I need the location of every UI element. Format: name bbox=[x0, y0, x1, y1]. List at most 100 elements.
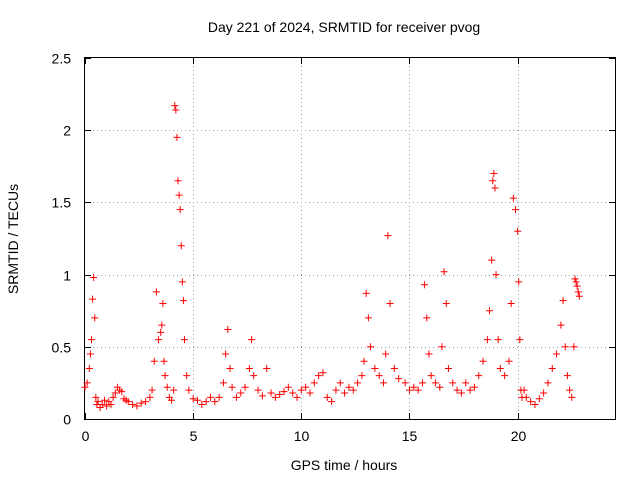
data-point bbox=[306, 389, 314, 397]
data-point bbox=[527, 398, 535, 406]
data-point bbox=[574, 288, 582, 296]
data-point bbox=[152, 288, 160, 296]
data-points bbox=[81, 102, 583, 411]
data-point bbox=[561, 343, 569, 351]
data-point bbox=[492, 271, 500, 279]
data-point bbox=[83, 379, 91, 387]
data-point bbox=[516, 336, 524, 344]
data-point bbox=[427, 372, 435, 380]
data-point bbox=[109, 393, 117, 401]
data-point bbox=[540, 389, 548, 397]
data-point bbox=[129, 401, 137, 409]
y-tick-label: 0 bbox=[63, 412, 71, 428]
data-point bbox=[501, 372, 509, 380]
data-point bbox=[575, 292, 583, 300]
data-point bbox=[118, 388, 126, 396]
data-point bbox=[442, 299, 450, 307]
data-point bbox=[548, 364, 556, 372]
data-point bbox=[160, 357, 168, 365]
data-point bbox=[94, 398, 102, 406]
x-tick-label: 10 bbox=[294, 428, 310, 444]
data-point bbox=[341, 389, 349, 397]
data-point bbox=[267, 389, 275, 397]
data-point bbox=[494, 336, 502, 344]
data-point bbox=[566, 386, 574, 394]
data-point bbox=[515, 278, 523, 286]
data-point bbox=[183, 372, 191, 380]
data-point bbox=[491, 184, 499, 192]
y-axis-ticks: 0 0.5 1 1.5 2 2.5 bbox=[52, 51, 615, 428]
data-point bbox=[159, 299, 167, 307]
data-point bbox=[522, 393, 530, 401]
data-point bbox=[245, 364, 253, 372]
data-point bbox=[181, 336, 189, 344]
data-point bbox=[107, 401, 115, 409]
data-point bbox=[198, 401, 206, 409]
data-point bbox=[557, 321, 565, 329]
data-point bbox=[142, 398, 150, 406]
data-point bbox=[81, 383, 89, 391]
data-point bbox=[315, 372, 323, 380]
data-point bbox=[137, 399, 145, 407]
data-point bbox=[505, 357, 513, 365]
data-point bbox=[418, 379, 426, 387]
data-point bbox=[496, 364, 504, 372]
data-point bbox=[553, 350, 561, 358]
data-point bbox=[431, 379, 439, 387]
data-point bbox=[211, 398, 219, 406]
data-point bbox=[179, 297, 187, 305]
x-tick-label: 20 bbox=[511, 428, 527, 444]
data-point bbox=[155, 336, 163, 344]
data-point bbox=[168, 396, 176, 404]
data-point bbox=[175, 191, 183, 199]
data-point bbox=[386, 299, 394, 307]
grid-lines bbox=[85, 58, 615, 419]
data-point bbox=[520, 386, 528, 394]
data-point bbox=[215, 393, 223, 401]
data-point bbox=[176, 206, 184, 214]
data-point bbox=[189, 395, 197, 403]
data-point bbox=[150, 357, 158, 365]
data-point bbox=[133, 402, 141, 410]
data-point bbox=[171, 102, 179, 110]
data-point bbox=[146, 393, 154, 401]
data-point bbox=[323, 393, 331, 401]
data-point bbox=[384, 232, 392, 240]
data-point bbox=[302, 383, 310, 391]
data-point bbox=[362, 289, 370, 297]
data-point bbox=[563, 372, 571, 380]
data-point bbox=[544, 379, 552, 387]
data-point bbox=[414, 386, 422, 394]
data-point bbox=[263, 364, 271, 372]
data-point bbox=[559, 297, 567, 305]
data-point bbox=[371, 364, 379, 372]
data-point bbox=[375, 372, 383, 380]
data-point bbox=[237, 389, 245, 397]
data-point bbox=[124, 398, 132, 406]
data-point bbox=[367, 343, 375, 351]
y-tick-label: 2.5 bbox=[52, 51, 72, 67]
data-point bbox=[423, 314, 431, 322]
data-point bbox=[440, 268, 448, 276]
data-point bbox=[488, 256, 496, 264]
data-point bbox=[241, 383, 249, 391]
data-point bbox=[358, 372, 366, 380]
data-point bbox=[401, 379, 409, 387]
data-point bbox=[158, 321, 166, 329]
data-point bbox=[202, 398, 210, 406]
x-tick-label: 5 bbox=[190, 428, 198, 444]
plot-frame bbox=[84, 57, 616, 420]
data-point bbox=[572, 278, 580, 286]
data-point bbox=[410, 383, 418, 391]
data-point bbox=[185, 386, 193, 394]
data-point bbox=[425, 350, 433, 358]
data-point bbox=[206, 393, 214, 401]
data-point bbox=[436, 383, 444, 391]
data-point bbox=[483, 336, 491, 344]
chart-title: Day 221 of 2024, SRMTID for receiver pvo… bbox=[208, 19, 480, 35]
data-point bbox=[228, 383, 236, 391]
data-point bbox=[284, 383, 292, 391]
data-point bbox=[360, 357, 368, 365]
data-point bbox=[297, 386, 305, 394]
